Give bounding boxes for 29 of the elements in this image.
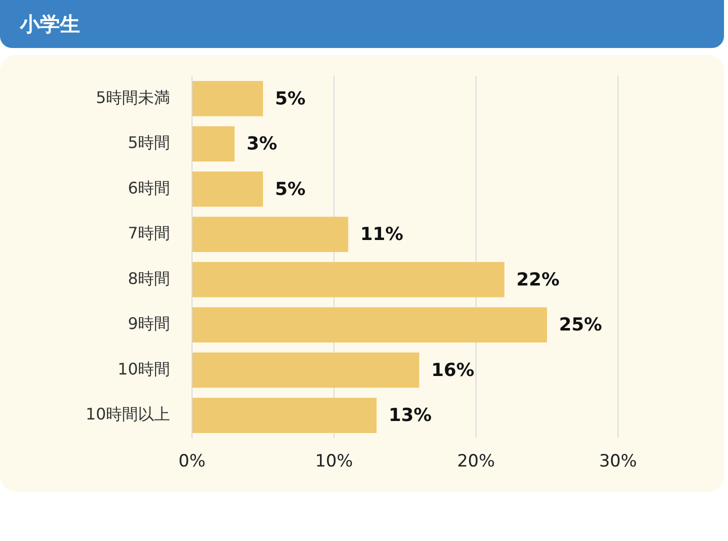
bar (192, 398, 377, 434)
bar (192, 352, 420, 388)
data-label: 22% (516, 269, 560, 290)
bar (192, 126, 235, 162)
x-tick-label: 10% (315, 452, 353, 472)
y-tick-label: 9時間 (128, 314, 170, 334)
y-tick-label: 5時間 (128, 133, 170, 152)
x-tick-label: 0% (178, 452, 206, 472)
bar (192, 216, 348, 252)
data-label: 3% (246, 134, 278, 155)
bar (192, 80, 263, 116)
y-tick-label: 10時間以上 (86, 404, 170, 424)
data-label: 13% (388, 405, 432, 426)
data-label: 11% (360, 224, 404, 246)
y-tick-label: 6時間 (128, 178, 170, 198)
x-tick-label: 30% (599, 452, 637, 472)
x-tick-label: 20% (457, 452, 495, 472)
bar (192, 307, 547, 343)
data-label: 25% (559, 314, 602, 336)
bar (192, 171, 263, 207)
data-label: 5% (275, 88, 306, 110)
bar (192, 262, 504, 298)
y-tick-label: 7時間 (128, 224, 170, 243)
y-tick-label: 5時間未満 (96, 88, 170, 107)
chart-title: 小学生 (20, 11, 80, 38)
data-label: 16% (431, 360, 474, 381)
y-tick-label: 8時間 (128, 268, 170, 288)
data-label: 5% (275, 178, 306, 200)
y-tick-label: 10時間 (118, 359, 170, 378)
